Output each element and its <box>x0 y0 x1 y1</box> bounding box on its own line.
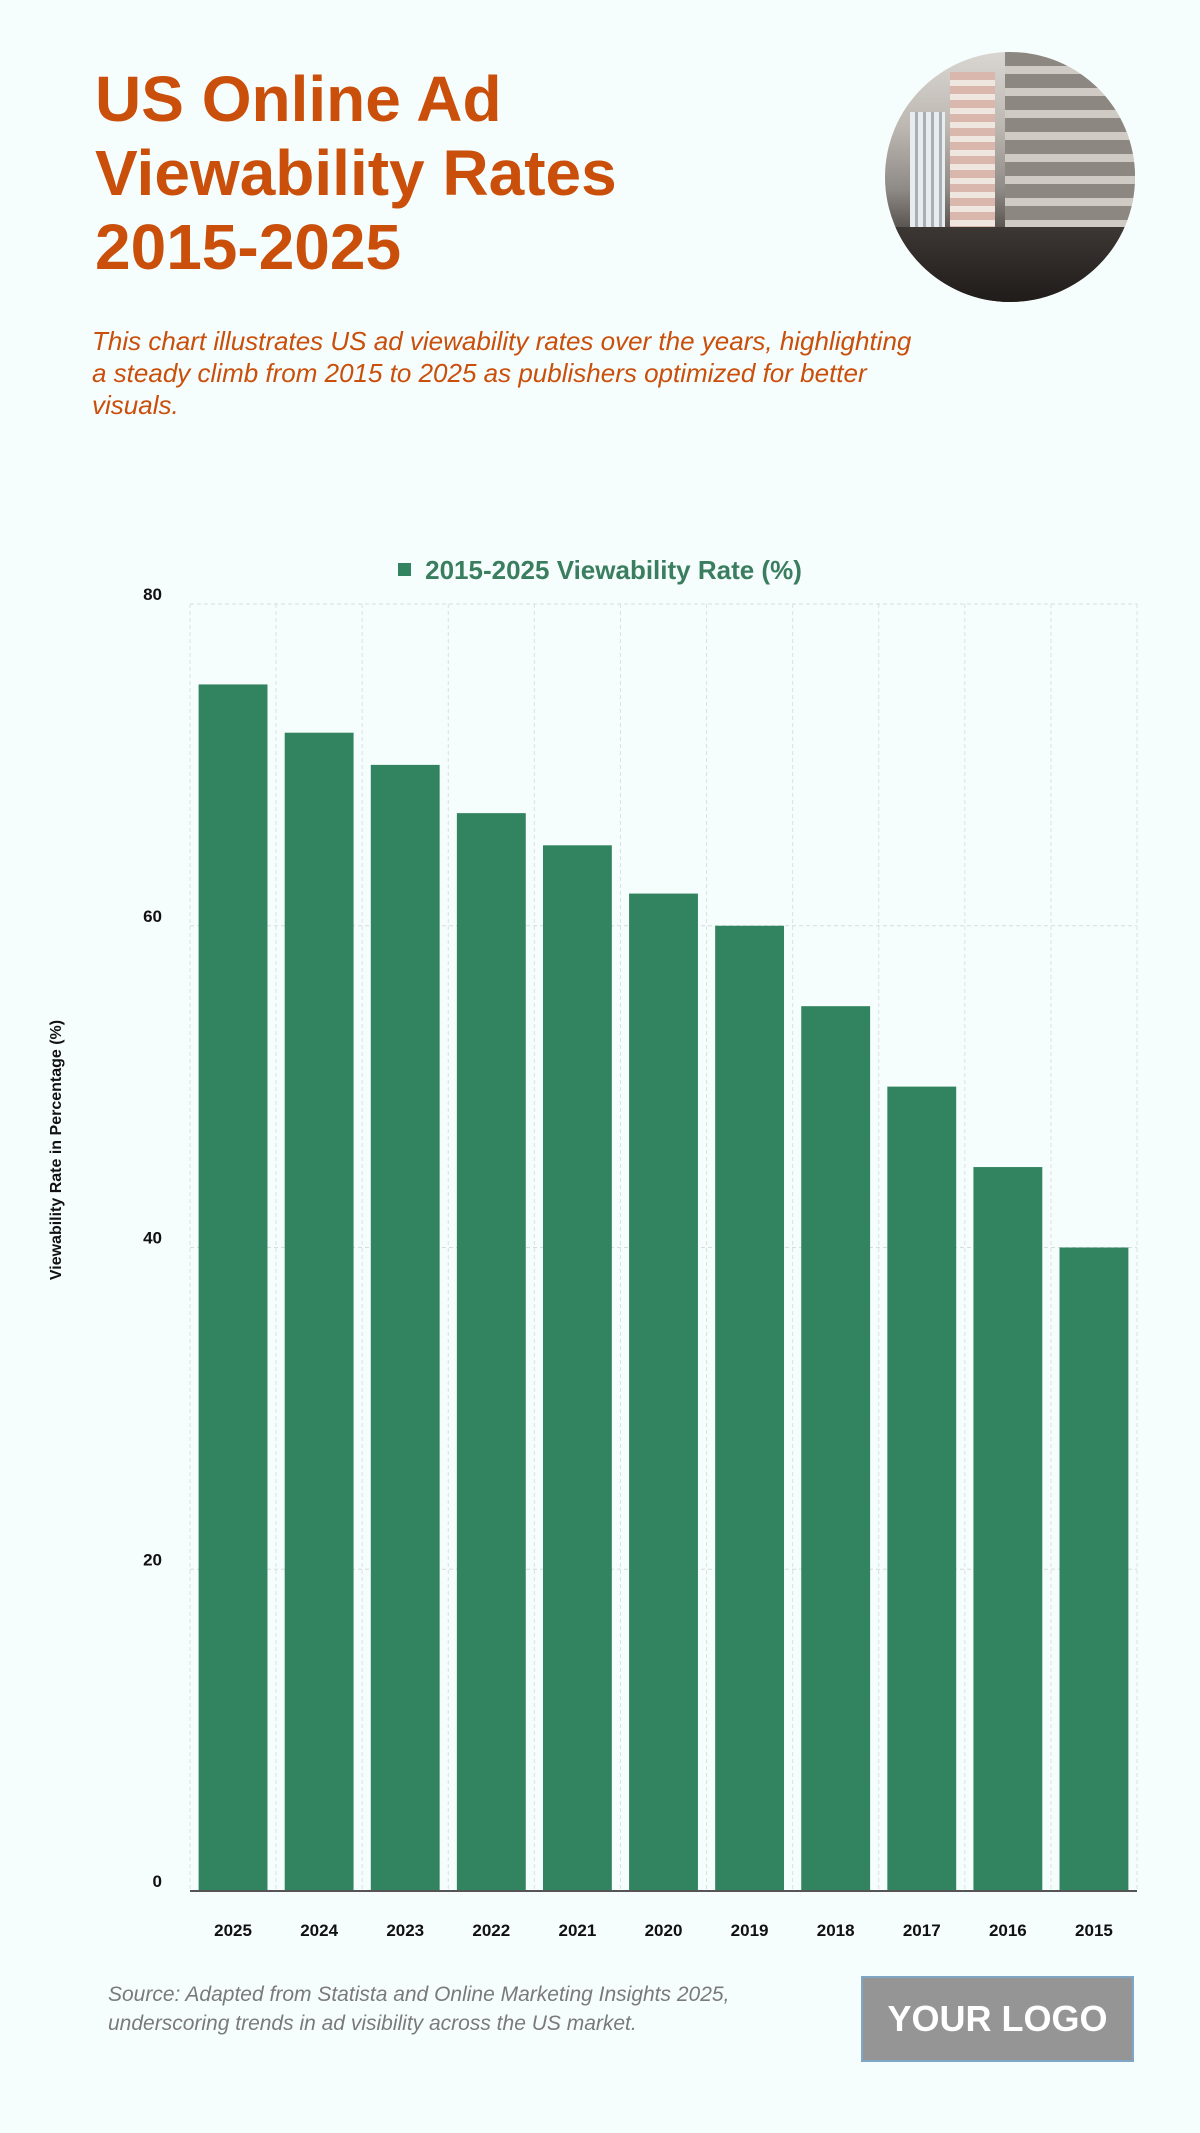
bar-2016 <box>973 1167 1043 1891</box>
x-tick-label: 2023 <box>386 1921 424 1940</box>
x-tick-label: 2019 <box>731 1921 769 1940</box>
bar-2020 <box>629 893 698 1891</box>
y-tick-label: 0 <box>153 1872 162 1891</box>
bar-2017 <box>887 1086 957 1891</box>
y-tick-label: 80 <box>143 585 162 604</box>
logo-text: YOUR LOGO <box>887 1998 1108 2039</box>
bar-2024 <box>284 732 354 1892</box>
chart-legend: 2015-2025 Viewability Rate (%) <box>0 555 1200 586</box>
bar-2018 <box>801 1006 871 1891</box>
x-tick-label: 2025 <box>214 1921 252 1940</box>
x-tick-label: 2018 <box>817 1921 855 1940</box>
legend-swatch <box>398 562 412 576</box>
bar-2022 <box>456 813 526 1892</box>
x-tick-label: 2017 <box>903 1921 941 1940</box>
legend-label: 2015-2025 Viewability Rate (%) <box>425 555 802 585</box>
x-tick-label: 2020 <box>645 1921 683 1940</box>
title-line: 2015-2025 <box>95 211 402 283</box>
title-line: US Online Ad <box>95 63 502 135</box>
source-note: Source: Adapted from Statista and Online… <box>108 1983 730 2035</box>
y-tick-label: 40 <box>143 1229 162 1248</box>
bar-2015 <box>1059 1247 1129 1891</box>
page-title: US Online Ad Viewability Rates 2015-2025 <box>95 62 795 284</box>
bar-2021 <box>542 845 612 1891</box>
logo-placeholder: YOUR LOGO <box>861 1976 1134 2062</box>
y-axis-title: Viewability Rate in Percentage (%) <box>48 1019 65 1281</box>
y-tick-label: 60 <box>143 907 162 926</box>
chart-description: This chart illustrates US ad viewability… <box>92 326 912 420</box>
y-tick-label: 20 <box>143 1550 162 1569</box>
x-tick-label: 2016 <box>989 1921 1027 1940</box>
x-tick-label: 2021 <box>558 1921 596 1940</box>
bar-2019 <box>715 925 785 1891</box>
bar-2023 <box>370 764 440 1891</box>
x-tick-label: 2022 <box>472 1921 510 1940</box>
x-tick-label: 2024 <box>300 1921 338 1940</box>
x-tick-label: 2015 <box>1075 1921 1113 1940</box>
city-street-photo <box>885 52 1135 302</box>
title-line: Viewability Rates <box>95 137 617 209</box>
bar-2025 <box>198 684 268 1891</box>
